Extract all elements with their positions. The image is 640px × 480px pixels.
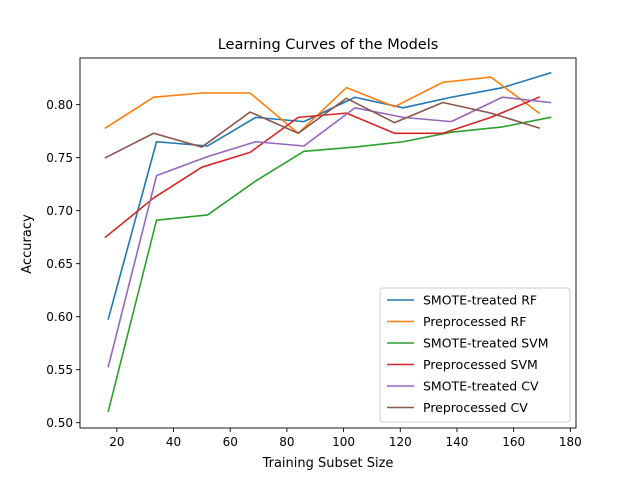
y-tick-label: 0.70 <box>46 204 73 218</box>
x-axis-label: Training Subset Size <box>262 456 394 471</box>
series-line-1 <box>107 71 552 320</box>
x-tick-label: 60 <box>223 435 238 449</box>
x-tick-label: 120 <box>389 435 412 449</box>
y-tick-label: 0.55 <box>46 363 73 377</box>
x-tick-label: 140 <box>446 435 469 449</box>
y-tick-label: 0.80 <box>46 98 73 112</box>
y-axis-label: Accuracy <box>20 214 35 274</box>
plot-area <box>104 71 552 413</box>
axes-frame <box>79 57 577 429</box>
y-tick-label: 0.60 <box>46 310 73 324</box>
x-tick-label: 160 <box>502 435 525 449</box>
series-line-2 <box>104 76 541 135</box>
series-line-6 <box>104 97 541 159</box>
axes: 20 40 60 80 100 120 140 160 180 0.50 0.55 0.60 0.65 0… <box>46 57 582 449</box>
y-tick-label: 0.65 <box>46 257 73 271</box>
legend: SMOTE-treated RF Preprocessed RF SMOTE-tre… <box>379 287 571 423</box>
legend-label-6: Preprocessed CV <box>423 400 528 415</box>
legend-label-5: SMOTE-treated CV <box>423 379 539 394</box>
legend-box <box>379 287 571 423</box>
legend-label-3: SMOTE-treated SVM <box>423 336 549 351</box>
y-tick-label: 0.50 <box>46 416 73 430</box>
y-tick-label: 0.75 <box>46 151 73 165</box>
legend-label-2: Preprocessed RF <box>423 314 526 329</box>
x-tick-label: 40 <box>166 435 181 449</box>
legend-label-4: Preprocessed SVM <box>423 357 538 372</box>
x-tick-label: 80 <box>279 435 294 449</box>
x-tick-label: 100 <box>332 435 355 449</box>
legend-label-1: SMOTE-treated RF <box>423 293 537 308</box>
chart-title: Learning Curves of the Models <box>218 37 439 53</box>
x-tick-label: 20 <box>109 435 124 449</box>
x-tick-label: 180 <box>559 435 582 449</box>
series-line-3 <box>107 116 552 413</box>
